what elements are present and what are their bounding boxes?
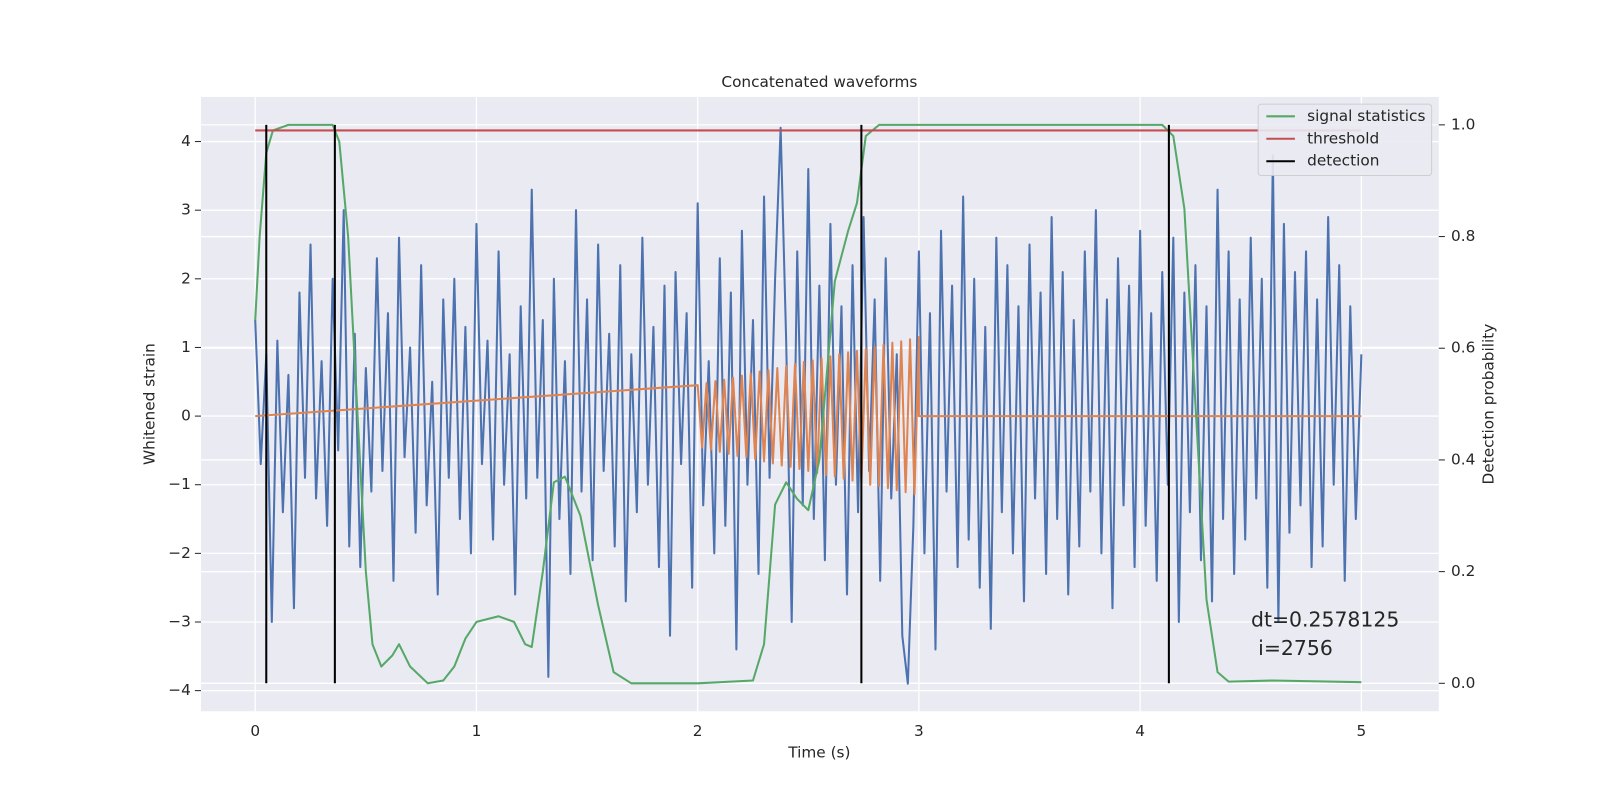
- annotation: dt=0.2578125: [1251, 607, 1399, 631]
- legend-box: [1257, 103, 1433, 177]
- x-tick-label: 1: [472, 722, 482, 740]
- y2-axis-label: Detection probability: [1479, 324, 1497, 485]
- y-tick-label: −1: [168, 475, 191, 493]
- x-axis-label: Time (s): [787, 744, 850, 762]
- y-tick-label: −4: [168, 681, 191, 699]
- chart-title: Concatenated waveforms: [721, 73, 917, 91]
- y2-tick-label: 1.0: [1451, 115, 1475, 133]
- legend-label: signal statistics: [1307, 107, 1425, 125]
- series-line: [255, 336, 1362, 496]
- x-tick-label: 3: [914, 722, 924, 740]
- legend-label: threshold: [1307, 129, 1379, 147]
- y-tick-label: 1: [181, 338, 191, 356]
- y2-tick-label: 0.8: [1451, 227, 1475, 245]
- y-tick-label: 2: [181, 269, 191, 287]
- legend-label: detection: [1307, 152, 1379, 170]
- y2-tick-label: 0.6: [1451, 339, 1475, 357]
- y2-tick-label: 0.4: [1451, 450, 1475, 468]
- y-tick-label: 0: [181, 407, 191, 425]
- series-line: [254, 126, 1363, 685]
- series-line: [254, 123, 1362, 685]
- x-tick-label: 5: [1356, 722, 1366, 740]
- y-tick-label: −3: [168, 612, 191, 630]
- x-tick-label: 0: [250, 722, 260, 740]
- y-tick-label: 4: [181, 132, 191, 150]
- annotation: i=2756: [1258, 636, 1333, 660]
- x-tick-label: 4: [1135, 722, 1145, 740]
- y-tick-label: −2: [168, 544, 191, 562]
- y2-tick-label: 0.0: [1451, 674, 1475, 692]
- x-tick-label: 2: [693, 722, 703, 740]
- y-axis-label: Whitened strain: [141, 343, 159, 465]
- y2-tick-label: 0.2: [1451, 562, 1475, 580]
- y-tick-label: 3: [181, 201, 191, 219]
